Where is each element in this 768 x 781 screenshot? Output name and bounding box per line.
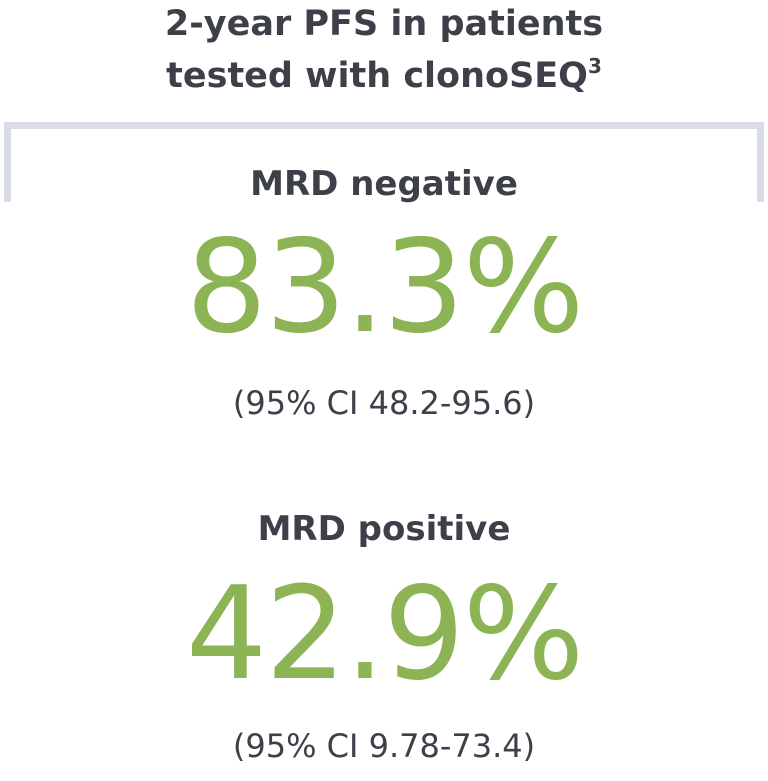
stat-label: MRD negative <box>250 164 518 204</box>
bracket-right <box>757 122 764 202</box>
stat-label: MRD positive <box>257 509 511 549</box>
bracket-left <box>4 122 11 202</box>
title-text: tested with clonoSEQ <box>166 56 588 96</box>
stat-ci: (95% CI 9.78-73.4) <box>232 727 536 765</box>
stat-value: 42.9% <box>185 560 585 709</box>
stat-value: 83.3% <box>185 213 585 362</box>
title-line: tested with clonoSEQ3 <box>0 56 768 96</box>
bracket-top <box>4 122 764 129</box>
footnote-ref: 3 <box>587 54 602 78</box>
title-line: 2-year PFS in patients <box>164 4 604 44</box>
stat-ci: (95% CI 48.2-95.6) <box>232 384 536 422</box>
